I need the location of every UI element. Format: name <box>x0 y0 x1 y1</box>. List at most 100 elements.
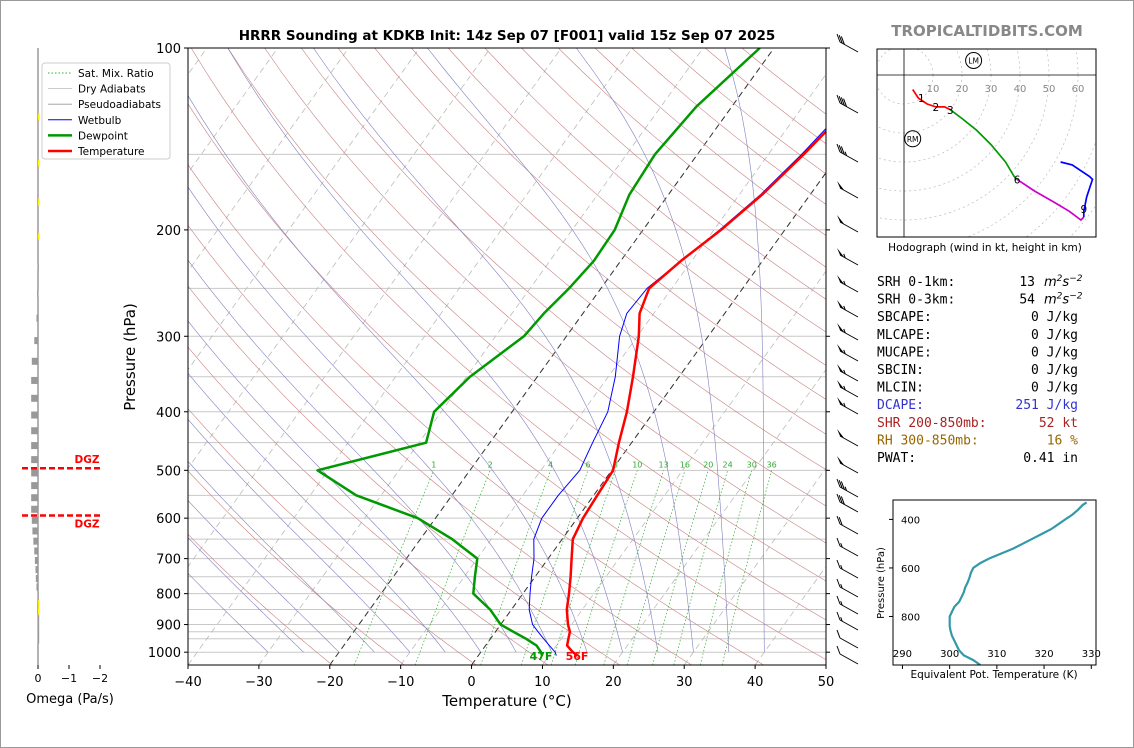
barb-staff <box>839 619 859 631</box>
barb-flag <box>837 248 845 258</box>
barb-flag <box>837 323 845 333</box>
barb-full <box>838 495 843 504</box>
chart-title: HRRR Sounding at KDKB Init: 14z Sep 07 [… <box>239 28 776 44</box>
param-value: 13 <box>1019 275 1035 290</box>
param-name: MLCIN: <box>877 381 924 396</box>
x-tick-label: 30 <box>676 675 693 690</box>
barb-half <box>843 253 846 259</box>
mixing-ratio-label: 24 <box>723 460 733 469</box>
y-axis-label: Pressure (hPa) <box>121 303 139 411</box>
barb-flag <box>837 397 845 407</box>
skewt-plot-frame <box>187 47 827 666</box>
theta-e-ytick-label: 400 <box>901 515 920 526</box>
hodograph-ring-label: 60 <box>1072 84 1085 95</box>
hodograph-height-label: 6 <box>1014 174 1021 186</box>
theta-e-ytick-label: 600 <box>901 564 920 575</box>
y-tick-label: 200 <box>156 224 181 239</box>
omega-bar <box>38 599 40 607</box>
omega-bar <box>31 456 38 464</box>
surface-dewpoint-label: 47F <box>530 650 553 663</box>
barb-full <box>838 517 843 526</box>
mixing-ratio-label: 13 <box>659 460 669 469</box>
barb-staff <box>839 41 859 53</box>
barb-flag <box>837 380 845 390</box>
dry-adiabat <box>521 48 826 300</box>
isotherm <box>188 48 491 469</box>
barb-half <box>844 486 848 491</box>
dry-adiabat <box>301 48 826 507</box>
hodograph-trace <box>949 109 1018 181</box>
x-tick-label: 0 <box>467 675 475 690</box>
mixing-ratio-line <box>626 470 686 665</box>
barb-half <box>843 402 846 408</box>
hodograph-height-label: 3 <box>947 105 954 117</box>
barb-flag <box>837 300 845 310</box>
wind-barb <box>837 181 859 199</box>
isotherm <box>188 48 350 272</box>
surface-temperature-label: 56F <box>566 650 589 663</box>
omega-panel: DGZ DGZ 0 −1 −2 <box>22 48 108 685</box>
pseudoadiabat <box>188 418 411 653</box>
omega-bar <box>36 314 38 322</box>
wind-barb <box>837 248 859 266</box>
omega-bar <box>38 607 40 615</box>
param-name: SRH 0-1km: <box>877 275 955 290</box>
wind-barb <box>837 429 859 447</box>
param-name: SRH 0-3km: <box>877 293 955 308</box>
barb-half <box>840 617 843 622</box>
barb-full <box>838 480 843 489</box>
omega-bar <box>37 622 40 630</box>
theta-e-xtick-label: 310 <box>987 649 1006 660</box>
theta-e-xtick-label: 290 <box>893 649 912 660</box>
barb-half <box>843 349 846 355</box>
legend-box <box>41 62 171 160</box>
y-tick-label: 300 <box>156 330 181 345</box>
pseudoadiabat <box>188 372 446 653</box>
wind-barb <box>836 537 859 557</box>
omega-bar <box>31 516 38 524</box>
mixing-ratio-line <box>699 470 753 665</box>
mixing-ratio-label: 30 <box>747 460 757 469</box>
dry-adiabat <box>188 164 764 665</box>
theta-e-ytick-label: 800 <box>901 612 920 623</box>
unit-part: m <box>1044 275 1057 290</box>
omega-bar <box>31 376 38 384</box>
mixing-ratio-line <box>574 470 638 665</box>
unit-part: s <box>1062 275 1069 290</box>
mixing-ratio-label: 10 <box>632 460 642 469</box>
right-mover-label: RM <box>907 135 919 144</box>
dry-adiabat <box>188 346 549 665</box>
theta-e-xlabel: Equivalent Pot. Temperature (K) <box>910 669 1077 681</box>
barb-flag <box>837 344 845 354</box>
hodograph-clip: 10 20 30 40 50 60 12 3 6 9 LM RM <box>877 49 1096 237</box>
pseudoadiabat <box>575 48 730 653</box>
omega-bar <box>31 357 38 365</box>
left-mover-marker <box>965 52 983 69</box>
dry-adiabat <box>190 48 826 621</box>
omega-bar <box>37 591 39 599</box>
dry-adiabat <box>188 533 333 665</box>
barb-staff <box>839 603 859 615</box>
omega-bar <box>37 263 39 271</box>
x-tick-label: −40 <box>174 675 201 690</box>
x-tick-label: −10 <box>387 675 414 690</box>
x-axis-label: Temperature (°C) <box>441 692 571 710</box>
x-tick-label: 50 <box>818 675 835 690</box>
param-name: DCAPE: <box>877 398 924 413</box>
barb-staff <box>839 637 859 649</box>
pseudoadiabat <box>313 48 659 653</box>
y-tick-label: 800 <box>156 588 181 603</box>
dry-adiabat <box>411 48 826 400</box>
param-value: 251 J/kg <box>1015 398 1078 413</box>
barb-full <box>838 35 843 44</box>
barb-half <box>840 601 843 606</box>
omega-tick-label: −2 <box>92 672 108 685</box>
omega-bar <box>35 566 38 574</box>
skewt-background-lines: 1 2 4 6 8 10 13 16 20 24 30 36 <box>188 48 826 665</box>
omega-bar <box>37 615 40 623</box>
omega-bar <box>38 113 40 121</box>
x-tick-label: 20 <box>605 675 622 690</box>
param-name: SBCAPE: <box>877 310 932 325</box>
